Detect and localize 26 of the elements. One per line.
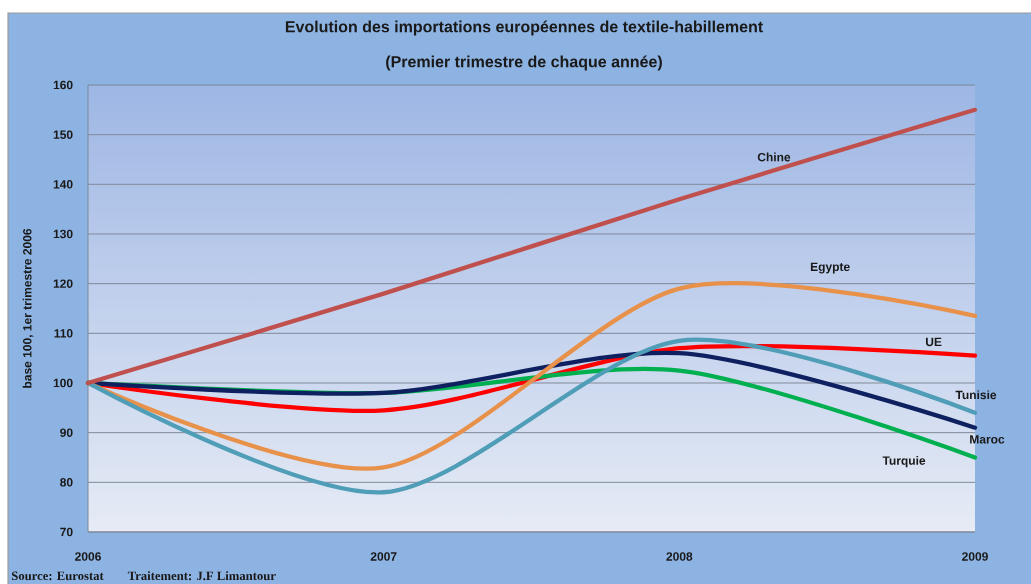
- series-label: Chine: [757, 152, 791, 162]
- line-series: [85, 107, 978, 386]
- x-tick-label: 2009: [962, 552, 988, 561]
- y-tick-label: 110: [54, 329, 73, 338]
- x-tick-label: 2007: [370, 552, 397, 561]
- y-tick-label: 70: [60, 527, 73, 537]
- y-tick-label: 150: [53, 130, 73, 139]
- x-tick-label: 2006: [75, 552, 101, 561]
- y-tick-label: 100: [53, 378, 73, 388]
- y-tick-label: 120: [53, 279, 73, 288]
- series-label: Egypte: [810, 262, 850, 274]
- series-label: UE: [925, 337, 942, 347]
- series-label: Maroc: [970, 435, 1005, 444]
- y-tick-label: 140: [53, 180, 73, 189]
- text: Traitement: J.F Limantour: [127, 571, 276, 581]
- y-tick-label: 90: [60, 428, 73, 437]
- y-tick-label: 80: [60, 478, 73, 487]
- y-tick-label: 160: [53, 80, 73, 90]
- y-axis-title: base 100, 1er trimestre 2006: [22, 228, 34, 388]
- y-tick-label: 130: [53, 229, 73, 239]
- chart-subtitle: (Premier trimestre de chaque année): [386, 55, 662, 71]
- x-tick-label: 2008: [666, 552, 693, 561]
- series-label: Tunisie: [955, 390, 997, 400]
- source-note: Source: Eurostat: [11, 571, 104, 581]
- series-label: Turquie: [882, 456, 926, 468]
- chart-title: Evolution des importations européennes de textile-habillement: [285, 20, 763, 36]
